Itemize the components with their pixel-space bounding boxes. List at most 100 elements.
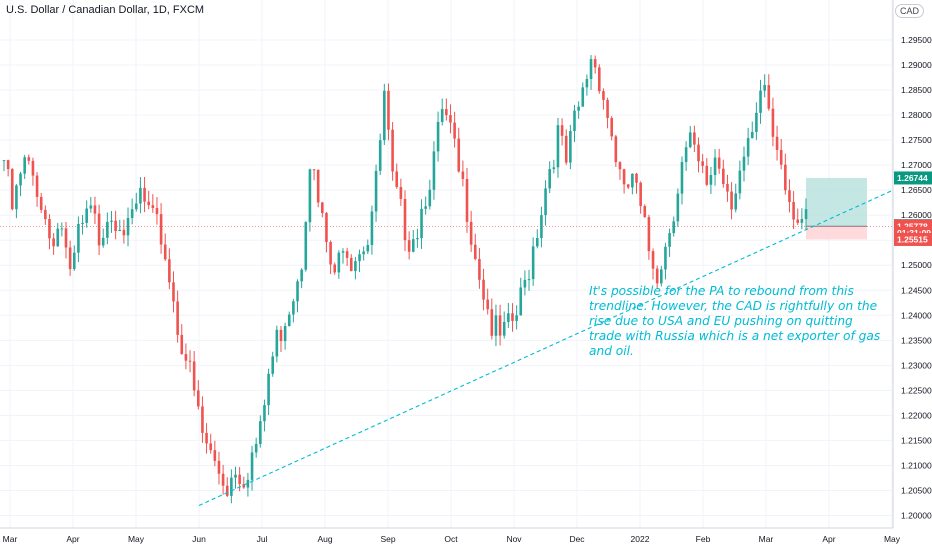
candle-body xyxy=(122,229,126,236)
candle-body xyxy=(494,315,498,336)
candle-body xyxy=(804,209,808,220)
candle-body xyxy=(730,191,733,210)
candle-body xyxy=(395,171,399,188)
candle-body xyxy=(329,242,332,265)
candle-body xyxy=(597,67,601,92)
price-tick-label: 1.20000 xyxy=(901,510,932,520)
candle-body xyxy=(48,219,51,239)
candle-body xyxy=(81,222,84,224)
candle-body xyxy=(589,59,593,80)
time-tick-label: Mar xyxy=(759,534,774,544)
position-zones xyxy=(0,177,893,240)
candle-body xyxy=(767,85,771,109)
candle-body xyxy=(44,209,47,220)
candle-body xyxy=(345,251,349,258)
price-tag xyxy=(894,232,932,246)
price-tick-label: 1.20500 xyxy=(901,485,932,495)
candle-body xyxy=(60,228,64,230)
candle-body xyxy=(775,136,779,151)
time-tick-label: 2022 xyxy=(631,534,650,544)
candle-body xyxy=(230,477,233,496)
candle-body xyxy=(213,450,217,461)
candle-body xyxy=(478,259,481,280)
candle-body xyxy=(321,202,324,214)
candle-body xyxy=(275,329,279,357)
candle-body xyxy=(176,301,179,335)
candle-body xyxy=(134,203,138,210)
candle-body xyxy=(6,160,10,170)
candle-body xyxy=(27,157,31,161)
candle-body xyxy=(337,252,341,273)
candle-body xyxy=(407,240,411,252)
candle-body xyxy=(399,187,403,199)
candle-body xyxy=(56,228,60,247)
candle-body xyxy=(453,122,456,139)
price-tick-label: 1.29000 xyxy=(901,60,932,70)
candle-body xyxy=(626,184,630,188)
candle-body xyxy=(693,132,696,145)
candle-body xyxy=(184,354,188,361)
candle-body xyxy=(519,287,523,316)
candle-body xyxy=(614,136,618,163)
candle-body xyxy=(155,208,159,215)
candle-body xyxy=(581,87,585,107)
candle-body xyxy=(126,217,130,236)
candle-body xyxy=(684,147,688,163)
candle-body xyxy=(664,246,667,270)
candle-body xyxy=(548,169,551,189)
candle-body xyxy=(10,169,14,210)
time-tick-label: Apr xyxy=(822,534,835,544)
candle-body xyxy=(701,161,704,166)
candle-body xyxy=(556,125,560,168)
candle-body xyxy=(552,167,556,170)
candle-body xyxy=(573,110,576,131)
candle-body xyxy=(205,432,208,444)
candle-body xyxy=(717,157,721,169)
candle-body xyxy=(788,190,791,202)
candle-body xyxy=(660,269,663,284)
candle-body xyxy=(370,211,374,245)
candle-body xyxy=(93,205,97,214)
candle-body xyxy=(643,206,647,218)
candle-body xyxy=(482,279,485,300)
time-tick-label: Feb xyxy=(696,534,711,544)
candle-body xyxy=(457,138,461,172)
candle-body xyxy=(697,144,700,162)
candle-body xyxy=(560,125,564,136)
candle-body xyxy=(52,238,55,247)
candle-body xyxy=(387,90,390,130)
candle-body xyxy=(118,229,122,232)
candle-body xyxy=(523,279,527,288)
time-tick-label: Mar xyxy=(3,534,18,544)
candle-body xyxy=(362,251,365,255)
candle-body xyxy=(502,321,506,336)
candle-body xyxy=(622,169,626,185)
candle-body xyxy=(325,213,328,243)
profit-zone xyxy=(806,177,867,227)
candle-body xyxy=(564,135,568,163)
candle-body xyxy=(2,160,6,162)
candle-body xyxy=(39,196,43,210)
candle-body xyxy=(23,157,26,174)
price-tick-label: 1.26000 xyxy=(901,210,932,220)
time-tick-label: May xyxy=(128,534,145,544)
candle-body xyxy=(366,244,370,252)
candle-body xyxy=(101,237,105,246)
candle-body xyxy=(779,150,783,165)
candle-body xyxy=(221,473,225,486)
currency-button[interactable]: CAD xyxy=(894,4,924,18)
candle-body xyxy=(635,173,638,183)
candle-body xyxy=(742,156,746,171)
candle-body xyxy=(349,257,353,272)
candle-body xyxy=(796,219,800,223)
price-tick-label: 1.22000 xyxy=(901,410,932,420)
candle-body xyxy=(130,209,134,218)
candle-body xyxy=(722,168,725,184)
candle-body xyxy=(296,281,299,302)
candle-body xyxy=(225,485,229,496)
candle-body xyxy=(68,247,72,270)
candle-body xyxy=(300,269,303,282)
candle-body xyxy=(15,185,18,210)
